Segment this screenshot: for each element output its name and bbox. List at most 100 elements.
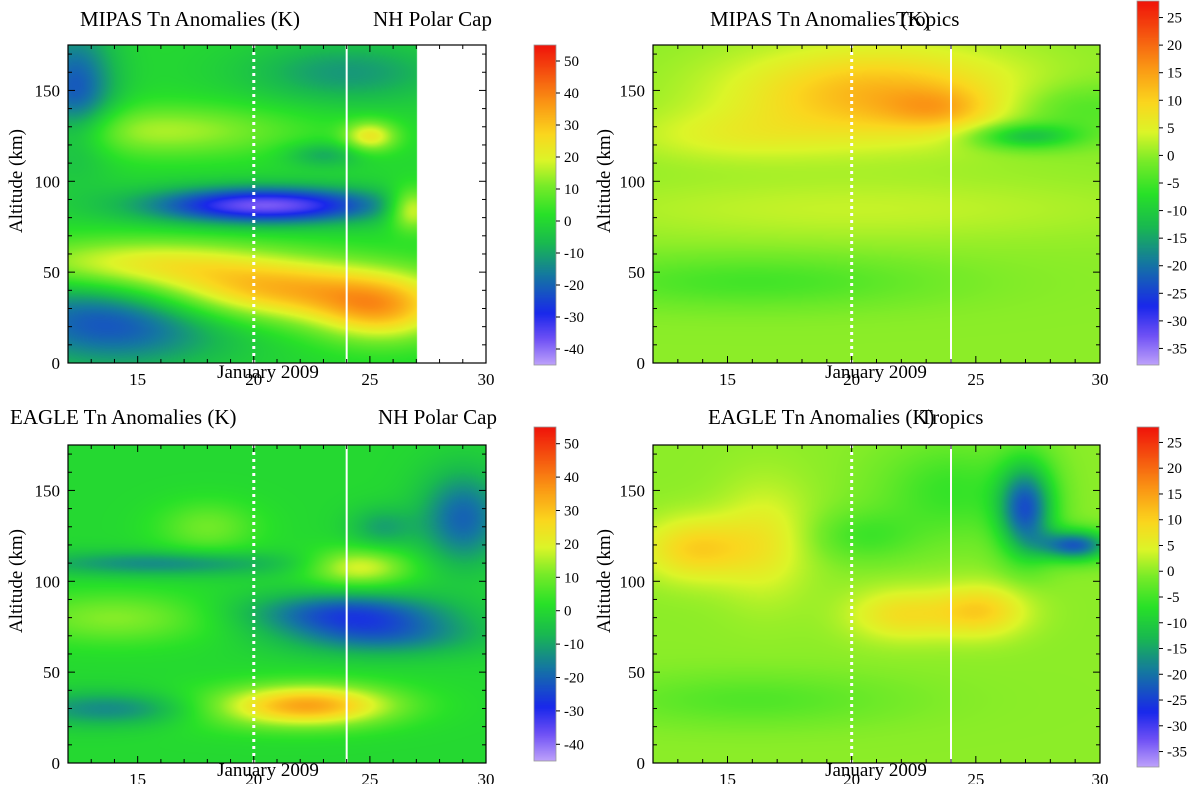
- colorbar-tick-label: 5: [1167, 121, 1175, 137]
- colorbar-tick-label: 50: [564, 54, 579, 70]
- colorbar-tick-label: -30: [564, 704, 584, 720]
- y-tick-label: 50: [628, 663, 645, 682]
- colorbar-tick-label: -10: [1167, 204, 1187, 220]
- colorbar-tick-label: -5: [1167, 176, 1180, 192]
- colorbar-tick-label: -30: [564, 310, 584, 326]
- colorbar-image: [1137, 1, 1159, 365]
- colorbar-tick-label: -25: [1167, 286, 1187, 302]
- x-tick-label: 15: [129, 370, 146, 389]
- colorbar-tick-label: 30: [564, 504, 579, 520]
- colorbar-tick-label: -10: [564, 246, 584, 262]
- colorbar-tick-label: 40: [564, 86, 579, 102]
- colorbar-tick-label: -30: [1167, 719, 1187, 735]
- colorbar-tick-label: -20: [564, 278, 584, 294]
- colorbar-image: [534, 45, 556, 365]
- heatmap-image: [653, 445, 1100, 763]
- colorbar-tick-label: -35: [1167, 341, 1187, 357]
- y-tick-label: 100: [620, 172, 646, 191]
- panel-title: MIPAS Tn Anomalies (K): [80, 7, 300, 31]
- colorbar-tick-label: -20: [1167, 667, 1187, 683]
- y-axis-label: Altitude (km): [6, 529, 27, 633]
- colorbar-tick-label: 20: [1167, 38, 1182, 54]
- y-tick-label: 150: [620, 81, 646, 100]
- colorbar-image: [1137, 427, 1159, 767]
- y-tick-label: 50: [43, 263, 60, 282]
- colorbar-tick-label: -10: [564, 637, 584, 653]
- colorbar-image: [534, 427, 556, 761]
- colorbar-tick-label: 20: [564, 537, 579, 553]
- colorbar-tick-label: -40: [564, 342, 584, 358]
- x-tick-label: 25: [361, 370, 378, 389]
- colorbar-tick-label: -15: [1167, 231, 1187, 247]
- colorbar-tick-label: 30: [564, 118, 579, 134]
- x-tick-label: 20: [245, 370, 262, 389]
- colorbar-tick-label: 25: [1167, 435, 1182, 451]
- heatmap-image: [653, 45, 1100, 363]
- y-tick-label: 150: [35, 81, 61, 100]
- x-tick-label: 20: [843, 370, 860, 389]
- colorbar-tick-label: 0: [564, 214, 572, 230]
- x-tick-label: 30: [478, 370, 495, 389]
- colorbar-frame: [533, 44, 557, 366]
- y-tick-label: 0: [52, 354, 61, 373]
- colorbar-tick-label: 15: [1167, 487, 1182, 503]
- x-tick-label: 15: [129, 770, 146, 784]
- colorbar-tick-label: 20: [564, 150, 579, 166]
- panel-region: NH Polar Cap: [378, 405, 497, 429]
- colorbar-frame: [533, 426, 557, 762]
- colorbar-tick-label: -15: [1167, 642, 1187, 658]
- x-axis-label: January 2009: [217, 760, 319, 781]
- x-tick-label: 30: [1092, 370, 1109, 389]
- colorbar-tick-label: 50: [564, 437, 579, 453]
- colorbar-tick-label: -40: [564, 737, 584, 753]
- x-tick-label: 15: [719, 770, 736, 784]
- y-axis-label: Altitude (km): [594, 529, 615, 633]
- panel-title: MIPAS Tn Anomalies (K): [710, 7, 930, 31]
- y-tick-label: 100: [620, 572, 646, 591]
- colorbar-tick-label: 10: [564, 570, 579, 586]
- colorbar-tick-label: 0: [564, 604, 572, 620]
- colorbar-tick-label: 10: [1167, 93, 1182, 109]
- colorbar-tick-label: 25: [1167, 11, 1182, 27]
- colorbar-tick-label: 0: [1167, 564, 1175, 580]
- x-axis-label: January 2009: [825, 362, 927, 383]
- y-tick-label: 50: [43, 663, 60, 682]
- colorbar-tick-label: 40: [564, 470, 579, 486]
- x-axis-label: January 2009: [825, 760, 927, 781]
- colorbar-tick-label: -10: [1167, 616, 1187, 632]
- y-tick-label: 100: [35, 572, 61, 591]
- panel-region: Tropics: [920, 405, 983, 429]
- panel-title: EAGLE Tn Anomalies (K): [10, 405, 237, 429]
- panel-region: Tropics: [896, 7, 959, 31]
- y-tick-label: 150: [35, 481, 61, 500]
- y-axis-label: Altitude (km): [594, 129, 615, 233]
- y-tick-label: 0: [52, 754, 61, 773]
- colorbar-tick-label: -20: [1167, 259, 1187, 275]
- x-tick-label: 25: [361, 770, 378, 784]
- colorbar-tick-label: -20: [564, 671, 584, 687]
- x-tick-label: 30: [1092, 770, 1109, 784]
- colorbar-tick-label: 5: [1167, 538, 1175, 554]
- x-tick-label: 25: [967, 370, 984, 389]
- colorbar-tick-label: -5: [1167, 590, 1180, 606]
- heatmap-image: [68, 445, 486, 763]
- panel-region: NH Polar Cap: [373, 7, 492, 31]
- colorbar-tick-label: 20: [1167, 461, 1182, 477]
- y-tick-label: 100: [35, 172, 61, 191]
- colorbar-tick-label: 10: [564, 182, 579, 198]
- y-tick-label: 0: [637, 354, 646, 373]
- y-axis-label: Altitude (km): [6, 129, 27, 233]
- colorbar-tick-label: 15: [1167, 66, 1182, 82]
- colorbar-tick-label: -35: [1167, 745, 1187, 761]
- x-tick-label: 15: [719, 370, 736, 389]
- colorbar-tick-label: 10: [1167, 513, 1182, 529]
- colorbar-tick-label: 0: [1167, 148, 1175, 164]
- x-tick-label: 25: [967, 770, 984, 784]
- y-tick-label: 150: [620, 481, 646, 500]
